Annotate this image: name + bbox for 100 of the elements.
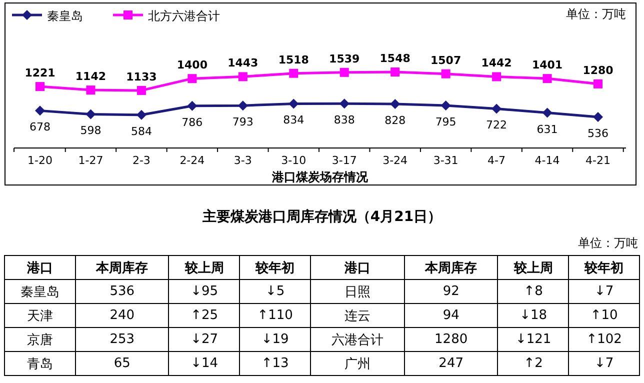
text: ↑25: [190, 308, 218, 323]
point: [492, 104, 502, 114]
category-label: 港口: [4, 256, 76, 280]
point: [86, 109, 96, 120]
text: ↓95: [190, 284, 218, 299]
data-label: 793: [232, 116, 254, 129]
text: ↑2: [524, 356, 543, 371]
text: 连云: [344, 308, 370, 324]
text: ↑10: [590, 308, 618, 323]
data-label: 1400: [176, 58, 208, 72]
data-label: 1133: [126, 70, 157, 84]
data-label: 1442: [481, 56, 512, 70]
text: ↑110: [257, 308, 293, 323]
x-tick-label: 1-20: [28, 154, 52, 167]
text: 253: [110, 332, 135, 347]
text: 536: [110, 284, 135, 299]
data-label: 1221: [24, 66, 56, 80]
text: 秦皇岛: [20, 284, 60, 300]
legend-label: 秦皇岛: [47, 9, 83, 23]
data-label: 1142: [75, 70, 106, 84]
data-label: 1539: [329, 52, 360, 66]
point: [136, 86, 146, 95]
point: [36, 82, 44, 92]
text: 单位：万吨: [578, 235, 638, 252]
text: 65: [114, 356, 130, 371]
data-label: 598: [80, 124, 102, 138]
data-label: 786: [182, 116, 203, 129]
data-label: 834: [283, 114, 304, 127]
x-tick-label: 4-21: [586, 154, 610, 167]
category-label: 本周库存: [75, 256, 169, 280]
data-label: 1507: [430, 54, 462, 67]
x-tick-label: 2-24: [180, 154, 205, 167]
point: [238, 72, 248, 82]
category-label: 较年初: [240, 256, 310, 280]
data-label: 1548: [380, 52, 410, 65]
point: [542, 74, 552, 84]
point: [136, 110, 146, 120]
x-tick-label: 1-27: [78, 154, 104, 167]
data-label: 795: [435, 115, 456, 128]
text: 94: [442, 308, 460, 323]
text: ↑102: [586, 332, 622, 347]
data-label: 722: [486, 118, 508, 132]
category-label: 港口: [310, 256, 404, 280]
text: ↓7: [594, 284, 614, 299]
point: [86, 86, 96, 95]
text: ↑13: [261, 356, 289, 371]
point: [390, 68, 400, 76]
text: ↓5: [266, 284, 285, 299]
text: 广州: [344, 356, 370, 372]
x-tick-label: 3-24: [382, 154, 408, 167]
data-label: 678: [30, 120, 50, 134]
x-tick-label: 2-3: [132, 154, 150, 167]
category-label: 本周库存: [404, 256, 498, 280]
text: ↓19: [261, 332, 289, 347]
category-label: 较上周: [168, 256, 240, 280]
x-tick-label: 3-10: [281, 154, 306, 167]
text: ↓14: [190, 356, 218, 371]
point: [390, 99, 400, 110]
text: 单位：万吨: [566, 7, 626, 21]
point: [188, 74, 197, 84]
point: [35, 106, 45, 116]
text: ↑8: [524, 284, 543, 299]
x-tick-label: 3-3: [234, 154, 252, 167]
x-tick-label: 4-14: [534, 154, 560, 167]
category-label: 较年初: [568, 256, 640, 280]
text: 青岛: [26, 356, 53, 372]
x-tick-label: 3-31: [433, 154, 458, 167]
data-label: 631: [536, 122, 558, 136]
data-label: 584: [130, 124, 152, 138]
data-label: 838: [334, 114, 355, 127]
text: 247: [438, 356, 464, 371]
text: ↓7: [594, 356, 614, 371]
point: [289, 68, 298, 78]
point: [441, 69, 450, 78]
point: [440, 100, 451, 110]
data-label: 1280: [582, 64, 614, 77]
point: [339, 98, 350, 109]
x-tick-label: 4-7: [488, 154, 506, 167]
text: 六港合计: [331, 332, 384, 348]
text: 日照: [344, 284, 370, 300]
text: 京唐: [26, 332, 53, 348]
point: [340, 68, 349, 77]
data-label: 1401: [532, 58, 563, 72]
data-label: 536: [588, 127, 608, 140]
text: 240: [110, 308, 135, 323]
text: 主要煤炭港口周库存情况（4月21日）: [201, 208, 443, 226]
text: 天津: [26, 308, 53, 324]
point: [593, 112, 603, 122]
x-tick-label: 3-17: [332, 154, 357, 167]
category-label: 较上周: [498, 256, 569, 280]
legend-label: 北方六港合计: [148, 9, 220, 23]
text: 92: [442, 284, 460, 299]
data-label: 828: [384, 114, 406, 128]
point: [187, 100, 198, 111]
text: 1280: [434, 332, 468, 347]
data-label: 1443: [228, 56, 258, 70]
x-axis-title: 港口煤炭场存情况: [271, 170, 369, 184]
point: [492, 72, 502, 82]
point: [238, 100, 248, 111]
point: [288, 98, 299, 109]
